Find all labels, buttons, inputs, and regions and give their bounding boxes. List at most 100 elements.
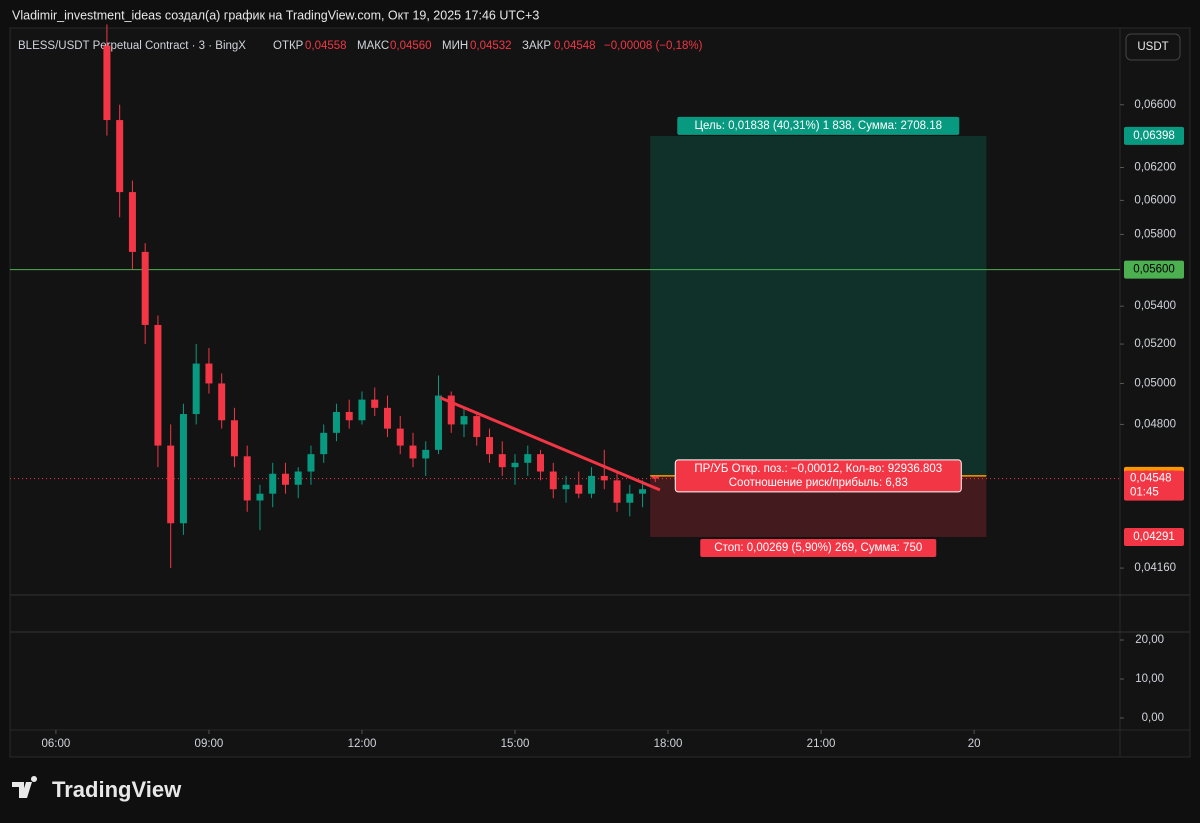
candle-body <box>537 454 545 472</box>
candle-body <box>473 416 481 438</box>
last-price-label: 0,04548 <box>1130 473 1172 485</box>
y-tick-label: 0,04800 <box>1134 418 1176 430</box>
candle-body <box>269 473 277 494</box>
candle-body <box>639 489 647 494</box>
candle-body <box>103 45 111 121</box>
low-value: 0,04532 <box>470 40 512 52</box>
target-zone <box>650 135 987 476</box>
y-tick-label: 0,04160 <box>1134 562 1176 574</box>
candle-body <box>524 454 532 463</box>
x-tick-label: 15:00 <box>501 738 530 750</box>
x-tick-label: 09:00 <box>195 738 224 750</box>
candle-body <box>383 407 391 429</box>
indicator-tick-label: 0,00 <box>1142 712 1164 724</box>
candle-body <box>626 493 634 503</box>
open-value: 0,04558 <box>305 40 347 52</box>
brand: TradingView <box>52 777 182 802</box>
ratio-label: Соотношение риск/прибыль: 6,83 <box>729 477 908 489</box>
candle-body <box>281 473 289 485</box>
y-tick-label: 0,06600 <box>1134 99 1176 111</box>
header-title: Vladimir_investment_ideas создал(а) граф… <box>12 8 539 22</box>
candle-body <box>434 395 442 450</box>
candle-body <box>179 414 187 524</box>
trendline <box>439 396 661 492</box>
price-label: 0,05600 <box>1133 264 1175 276</box>
candle-body <box>588 475 596 494</box>
candle-body <box>511 462 519 468</box>
candle-body <box>192 363 200 415</box>
candle-body <box>345 411 353 421</box>
candle-body <box>167 445 175 524</box>
candle-body <box>396 428 404 446</box>
candle-body <box>600 475 608 481</box>
candle-body <box>447 395 455 425</box>
candle-body <box>358 399 366 421</box>
candle-body <box>562 484 570 490</box>
price-label-box <box>1124 527 1184 546</box>
indicator-tick-label: 20,00 <box>1135 634 1164 646</box>
candle-body <box>332 411 340 433</box>
high-label: МАКС <box>357 40 389 52</box>
x-tick-label: 21:00 <box>807 738 836 750</box>
pnl-label-box <box>674 459 962 493</box>
candle-body <box>218 383 226 421</box>
logo <box>12 776 38 798</box>
currency-button[interactable] <box>1125 33 1181 61</box>
candle-body <box>141 251 149 325</box>
y-tick-label: 0,05000 <box>1134 377 1176 389</box>
pnl-label: ПР/УБ Откр. поз.: −0,00012, Кол-во: 9293… <box>694 463 942 475</box>
price-label: 0,04291 <box>1133 531 1175 543</box>
x-tick-label: 06:00 <box>42 738 71 750</box>
low-label: МИН <box>442 40 468 52</box>
candle-body <box>154 324 162 446</box>
candle-body <box>575 484 583 494</box>
candle-body <box>486 437 494 455</box>
candle-body <box>422 449 430 459</box>
candle-body <box>230 420 238 457</box>
indicator-tick-label: 10,00 <box>1135 673 1164 685</box>
candle-body <box>128 192 136 252</box>
candle-body <box>613 480 621 503</box>
last-price-box <box>1124 470 1184 501</box>
change-value: −0,00008 (−0,18%) <box>604 40 703 52</box>
stop-label: Стоп: 0,00269 (5,90%) 269, Сумма: 750 <box>714 542 922 554</box>
y-tick-label: 0,06200 <box>1134 162 1176 174</box>
candle-body <box>651 476 659 479</box>
candle-body <box>116 120 124 193</box>
candle-body <box>549 471 557 490</box>
candle-body <box>205 363 213 384</box>
symbol: BLESS/USDT Perpetual Contract · 3 · Bing… <box>18 40 246 52</box>
target-label-box <box>677 116 960 135</box>
countdown: 01:45 <box>1130 487 1159 499</box>
y-tick-label: 0,05200 <box>1134 338 1176 350</box>
close-value: 0,04548 <box>554 40 596 52</box>
y-tick-label: 0,06000 <box>1134 194 1176 206</box>
candle-body <box>498 454 506 468</box>
y-tick-label: 0,05400 <box>1134 300 1176 312</box>
chart-panel <box>9 27 1191 758</box>
logo-mark <box>12 776 38 798</box>
candle-body <box>460 416 468 425</box>
open-label: ОТКР <box>273 40 304 52</box>
stop-label-box <box>700 538 937 557</box>
candle-body <box>294 471 302 485</box>
x-tick-label: 18:00 <box>654 738 683 750</box>
currency-label: USDT <box>1137 41 1168 53</box>
x-tick-label: 20 <box>968 738 981 750</box>
x-tick-label: 12:00 <box>348 738 377 750</box>
price-label-box <box>1124 260 1184 279</box>
candle-body <box>307 454 315 472</box>
candle-body <box>409 445 417 459</box>
high-value: 0,04560 <box>390 40 432 52</box>
y-tick-label: 0,05800 <box>1134 228 1176 240</box>
candle-body <box>256 493 264 501</box>
candle-body <box>371 399 379 408</box>
price-label-box <box>1124 126 1184 145</box>
candle-body <box>320 432 328 455</box>
candle-body <box>243 456 251 501</box>
price-label: 0,06398 <box>1133 130 1175 142</box>
target-label: Цель: 0,01838 (40,31%) 1 838, Сумма: 270… <box>695 120 943 132</box>
close-label: ЗАКР <box>522 40 551 52</box>
